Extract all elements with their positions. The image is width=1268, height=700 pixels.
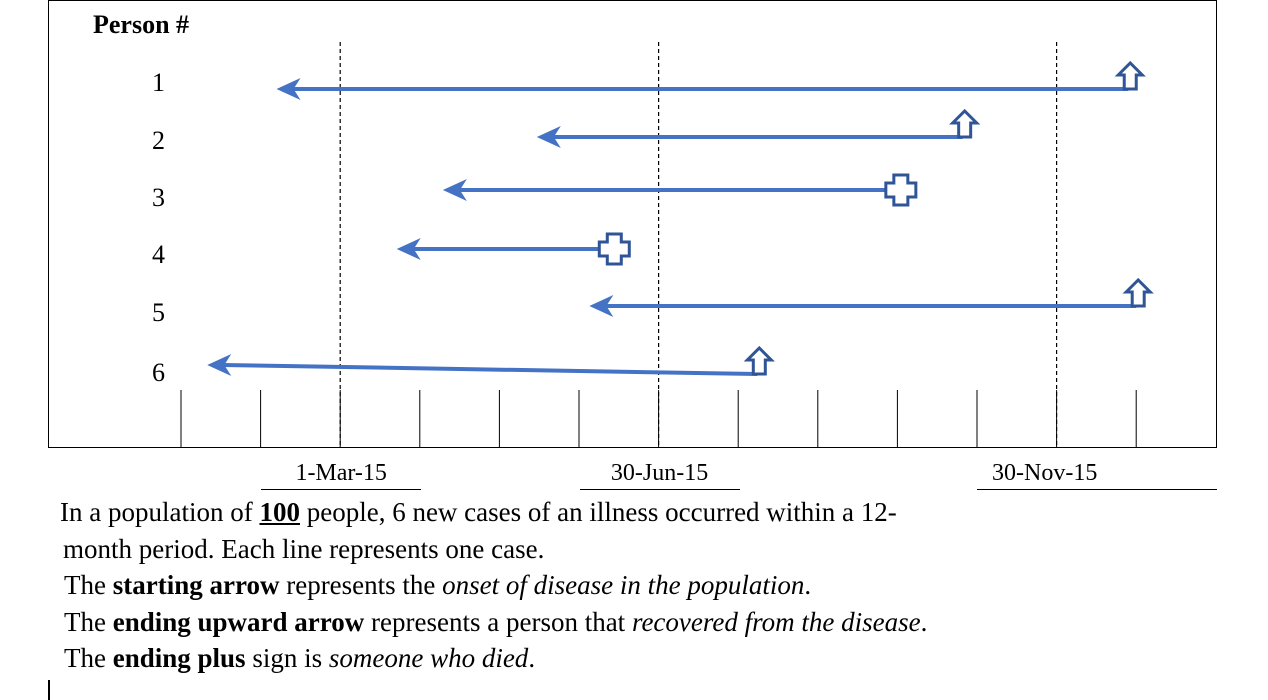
desc-line-5: The ending plus sign is someone who died… xyxy=(60,640,927,677)
t: . xyxy=(804,570,812,601)
x-label: 30-Jun-15 xyxy=(579,460,740,490)
t: represents a person that xyxy=(364,606,632,637)
person-row: 2 xyxy=(152,108,981,155)
person-row: 1 xyxy=(152,60,1146,100)
person-row: 3 xyxy=(152,173,918,212)
chart-frame xyxy=(48,0,1217,448)
t: recovered from the disease xyxy=(631,606,921,637)
t: The xyxy=(64,570,113,601)
t: someone who died xyxy=(328,643,529,674)
person-row: 5 xyxy=(152,277,1154,327)
t: starting arrow xyxy=(112,570,280,601)
y-header: Person # xyxy=(93,10,189,39)
x-label: 30-Nov-15 xyxy=(977,460,1217,490)
person-number: 3 xyxy=(152,183,165,212)
person-number: 5 xyxy=(152,298,165,327)
t: month period. Each line represents one c… xyxy=(63,533,545,564)
case-duration-line xyxy=(222,363,758,376)
person-number: 6 xyxy=(152,358,165,387)
t: The xyxy=(64,606,113,637)
recovered-up-arrow-icon xyxy=(949,108,981,139)
recovered-up-arrow-icon xyxy=(743,345,775,376)
person-number: 2 xyxy=(152,126,165,155)
onset-arrowhead-icon xyxy=(589,295,614,317)
recovered-up-arrow-icon xyxy=(1122,277,1154,308)
t: ending upward arrow xyxy=(112,606,365,637)
onset-arrowhead-icon xyxy=(276,78,301,100)
t: onset of disease in the population xyxy=(442,570,805,601)
person-number: 1 xyxy=(152,68,165,97)
t: . xyxy=(920,606,928,637)
onset-arrowhead-icon xyxy=(536,126,561,148)
t: people, 6 new cases of an illness occurr… xyxy=(299,497,897,527)
t: represents the xyxy=(279,570,443,601)
died-plus-icon xyxy=(884,173,918,207)
onset-arrowhead-icon xyxy=(207,354,232,376)
recovered-up-arrow-icon xyxy=(1114,60,1146,91)
t: . xyxy=(528,643,536,674)
description: In a population of 100 people, 6 new cas… xyxy=(60,494,927,677)
onset-arrowhead-icon xyxy=(442,179,467,201)
x-label: 1-Mar-15 xyxy=(261,460,422,490)
case-timeline-chart: Person # 1 2 3 4 5 6 xyxy=(48,0,1217,448)
onset-arrowhead-icon xyxy=(396,238,421,260)
person-row: 4 xyxy=(152,232,631,269)
desc-line-3: The starting arrow represents the onset … xyxy=(60,567,927,604)
person-number: 4 xyxy=(152,240,165,269)
population-count: 100 xyxy=(259,497,300,527)
t: The xyxy=(64,643,113,674)
died-plus-icon xyxy=(597,232,631,266)
t: ending plus xyxy=(112,643,246,674)
text-cursor xyxy=(48,680,50,700)
desc-line-4: The ending upward arrow represents a per… xyxy=(60,604,927,641)
desc-line-2: month period. Each line represents one c… xyxy=(60,531,927,568)
t: In a population of xyxy=(60,497,260,527)
person-row: 6 xyxy=(152,345,775,387)
desc-line-1: In a population of 100 people, 6 new cas… xyxy=(60,494,927,531)
t: sign is xyxy=(245,643,329,674)
